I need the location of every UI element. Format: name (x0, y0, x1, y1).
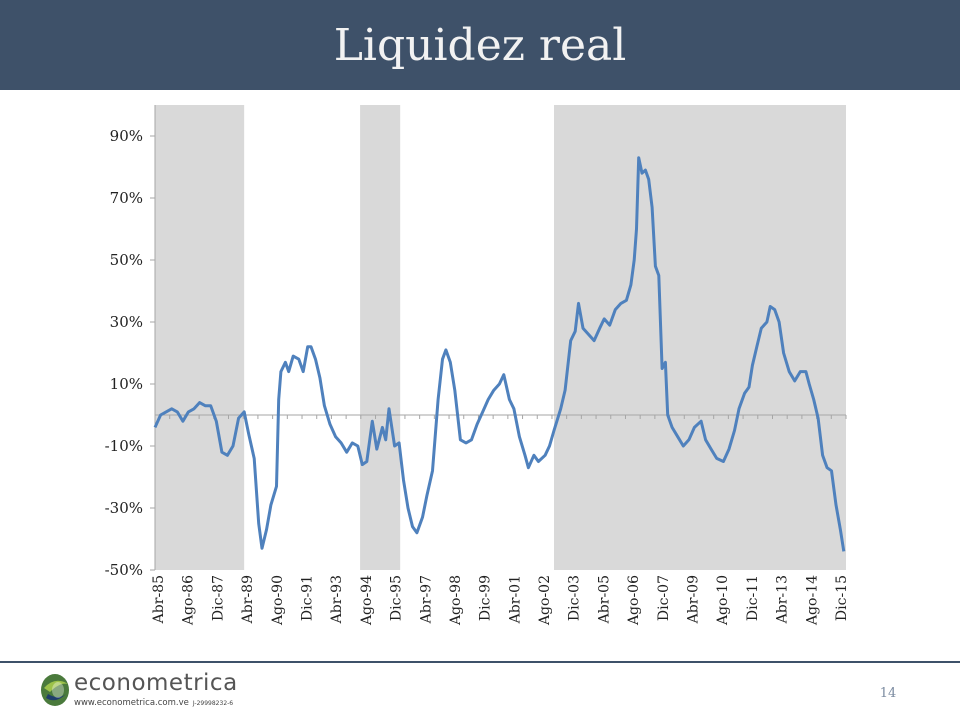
y-axis: 90% 70% 50% 30% 10% -10% -30% -50% (105, 105, 156, 579)
logo-brand-text: econometrica (74, 670, 238, 696)
title-bar: Liquidez real (0, 0, 960, 90)
shaded-period-1 (360, 105, 401, 570)
y-tick-label: 50% (110, 251, 143, 269)
y-tick-label: -10% (105, 437, 143, 455)
x-tick-label: Abr-01 (507, 575, 523, 624)
x-tick-labels: Abr-85 Ago-86 Dic-87 Abr-89 Ago-90 Dic-91 Abr-… (151, 575, 850, 626)
shaded-period-0 (155, 105, 245, 570)
y-tick-label: -30% (105, 499, 143, 517)
x-tick-label: Dic-91 (299, 575, 315, 621)
x-tick-label: Ago-10 (715, 575, 731, 626)
x-tick-label: Dic-95 (389, 575, 405, 621)
x-tick-label: Abr-97 (418, 575, 434, 624)
logo-url-text: www.econometrica.com.ve J-29998232-6 (74, 698, 233, 708)
x-tick-label: Ago-14 (804, 575, 820, 626)
logo-url: www.econometrica.com.ve (74, 698, 189, 708)
series-line (153, 156, 846, 552)
x-tick-label: Abr-93 (329, 575, 345, 624)
x-tick-label: Dic-03 (567, 575, 583, 621)
shaded-period-2 (553, 105, 846, 570)
x-tick-label: Ago-98 (448, 575, 464, 626)
page-number: 14 (879, 686, 897, 701)
x-tick-label: Dic-87 (210, 575, 226, 621)
x-tick-label: Dic-11 (745, 575, 761, 621)
y-tick-label: 70% (110, 189, 143, 207)
slide-title: Liquidez real (333, 19, 627, 71)
logo-rif: J-29998232-6 (192, 700, 234, 707)
y-tick-label: 30% (110, 313, 143, 331)
x-tick-label: Dic-99 (478, 575, 494, 621)
x-tick-label: Ago-86 (181, 575, 197, 626)
shaded-periods (155, 105, 846, 570)
x-tick-label: Ago-06 (626, 575, 642, 626)
econometrica-logo: econometrica www.econometrica.com.ve J-29… (38, 668, 278, 714)
x-tick-label: Dic-07 (656, 575, 672, 621)
x-tick-label: Dic-15 (834, 575, 850, 621)
x-tick-label: Abr-09 (686, 575, 702, 624)
y-tick-label: -50% (105, 561, 143, 579)
x-tick-label: Abr-13 (775, 575, 791, 624)
line-chart: 90% 70% 50% 30% 10% -10% -30% -50% Abr-85 Ago-86… (105, 105, 850, 626)
x-tick-label: Abr-85 (151, 575, 167, 624)
x-tick-label: Ago-94 (359, 575, 375, 626)
x-tick-label: Ago-02 (537, 575, 553, 626)
x-tick-label: Abr-89 (240, 575, 256, 624)
series-path (153, 156, 846, 552)
y-tick-label: 90% (110, 127, 143, 145)
footer-divider (0, 661, 960, 663)
logo-globe-icon (41, 674, 69, 706)
x-tick-label: Ago-90 (270, 575, 286, 626)
y-tick-label: 10% (110, 375, 143, 393)
x-tick-label: Abr-05 (596, 575, 612, 624)
